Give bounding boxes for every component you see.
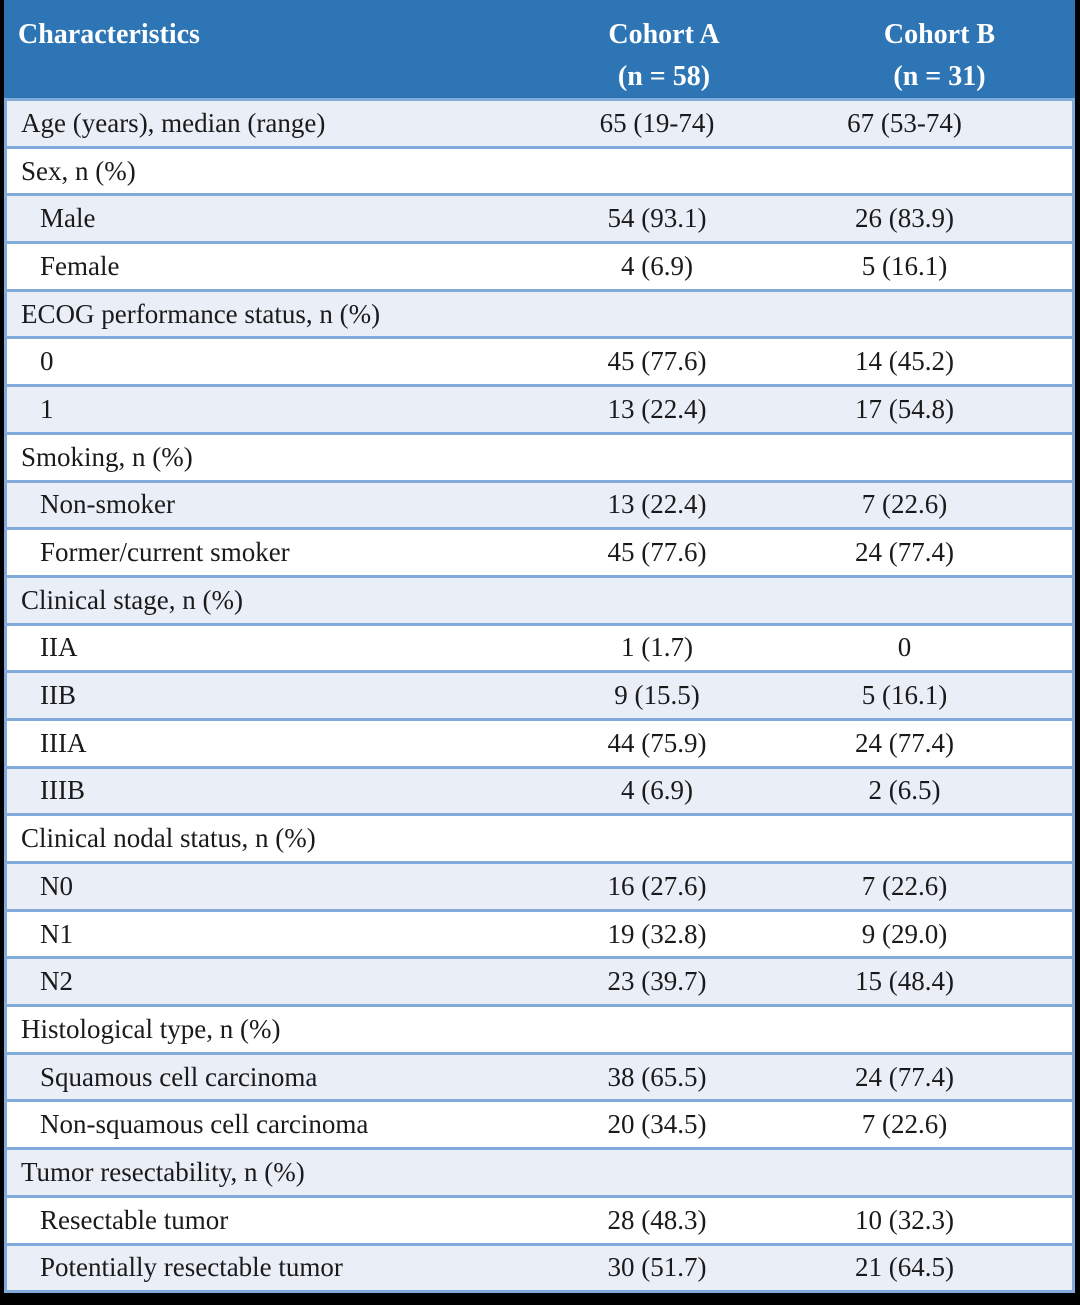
table-row: Squamous cell carcinoma 38 (65.5) 24 (77.4… (7, 1051, 1072, 1100)
cohort-b-value: 14 (45.2) (855, 346, 954, 377)
table-row: IIB 9 (15.5) 5 (16.1) (7, 670, 1072, 718)
table-row: 1 13 (22.4) 17 (54.8) (7, 384, 1072, 432)
row-label: Former/current smoker (40, 537, 290, 568)
row-label: 0 (40, 346, 54, 377)
cohort-a-value: 1 (1.7) (621, 632, 693, 663)
cohort-b-value: 24 (77.4) (855, 1061, 954, 1092)
row-label: ECOG performance status, n (%) (21, 298, 381, 329)
cohort-a-title: Cohort A (608, 19, 720, 50)
cohort-a-value: 4 (6.9) (621, 250, 693, 281)
table-row: Histological type, n (%) (7, 1004, 1072, 1052)
cohort-a-value: 28 (48.3) (607, 1204, 707, 1235)
table-row: Age (years), median (range) 65 (19-74) 67 … (7, 98, 1072, 146)
row-label: Resectable tumor (40, 1204, 229, 1235)
row-label: IIB (40, 680, 76, 711)
cohort-a-value: 30 (51.7) (607, 1252, 707, 1283)
cohort-b-value: 24 (77.4) (855, 727, 954, 758)
row-label: Clinical stage, n (%) (21, 584, 243, 615)
row-label: Age (years), median (range) (21, 107, 326, 138)
column-header-cohort-a: Cohort A (n = 58) (524, 0, 804, 98)
table-header-row: Characteristics Cohort A (n = 58) Cohort… (4, 0, 1075, 98)
cohort-a-value: 13 (22.4) (607, 489, 707, 520)
table-row: Clinical nodal status, n (%) (7, 813, 1072, 861)
row-label: Clinical nodal status, n (%) (21, 823, 316, 854)
cohort-a-value: 38 (65.5) (607, 1061, 707, 1092)
cohort-a-sample-size: (n = 58) (617, 61, 711, 92)
row-label: N1 (40, 918, 73, 949)
cohort-b-value: 24 (77.4) (855, 537, 954, 568)
table-row: N1 19 (32.8) 9 (29.0) (7, 908, 1072, 957)
table-row: Sex, n (%) (7, 145, 1072, 194)
row-label: IIIA (40, 727, 87, 758)
cohort-a-value: 4 (6.9) (621, 775, 693, 806)
cohort-a-value: 9 (15.5) (614, 680, 700, 711)
cohort-a-value: 23 (39.7) (607, 966, 707, 997)
table-row: Non-smoker 13 (22.4) 7 (22.6) (7, 479, 1072, 528)
table-body: Age (years), median (range) 65 (19-74) 67 … (4, 98, 1075, 1293)
row-label: IIIB (40, 775, 85, 806)
row-label: Non-smoker (40, 489, 175, 520)
row-label: Tumor resectability, n (%) (21, 1156, 305, 1187)
cohort-b-value: 7 (22.6) (861, 1109, 948, 1140)
table-row: N2 23 (39.7) 15 (48.4) (7, 956, 1072, 1005)
table-row: Clinical stage, n (%) (7, 574, 1072, 623)
cohort-a-value: 16 (27.6) (607, 870, 707, 901)
cohort-a-value: 13 (22.4) (607, 393, 707, 424)
table-row: IIA 1 (1.7) 0 (7, 622, 1072, 671)
row-label: Smoking, n (%) (21, 441, 193, 472)
cohort-b-value: 5 (16.1) (861, 680, 948, 711)
cohort-a-value: 54 (93.1) (607, 203, 707, 234)
table-row: Smoking, n (%) (7, 431, 1072, 480)
cohort-a-value: 45 (77.6) (607, 346, 707, 377)
row-label: IIA (40, 632, 78, 663)
cohort-a-value: 19 (32.8) (607, 918, 707, 949)
cohort-b-value: 2 (6.5) (868, 775, 941, 806)
cohort-b-title: Cohort B (883, 19, 996, 50)
cohort-b-value: 21 (64.5) (855, 1252, 954, 1283)
column-header-characteristics: Characteristics (18, 19, 200, 50)
table-row: Tumor resectability, n (%) (7, 1147, 1072, 1195)
cohort-a-value: 45 (77.6) (607, 537, 707, 568)
cohort-b-value: 15 (48.4) (855, 966, 954, 997)
table-row: N0 16 (27.6) 7 (22.6) (7, 861, 1072, 909)
table-row: Former/current smoker 45 (77.6) 24 (77.4) (7, 527, 1072, 575)
row-label: Male (40, 203, 96, 234)
row-label: Potentially resectable tumor (40, 1252, 343, 1283)
cohort-a-value: 20 (34.5) (607, 1109, 707, 1140)
table-row: IIIB 4 (6.9) 2 (6.5) (7, 765, 1072, 814)
table-row: Male 54 (93.1) 26 (83.9) (7, 193, 1072, 242)
column-header-cohort-b: Cohort B (n = 31) (804, 0, 1075, 98)
cohort-b-value: 5 (16.1) (861, 250, 948, 281)
cohort-b-value: 26 (83.9) (855, 203, 954, 234)
cohort-b-value: 7 (22.6) (861, 489, 948, 520)
cohort-a-value: 65 (19-74) (599, 107, 715, 138)
table-row: Female 4 (6.9) 5 (16.1) (7, 241, 1072, 289)
row-label: Non-squamous cell carcinoma (40, 1109, 369, 1140)
cohort-b-value: 67 (53-74) (847, 107, 962, 138)
cohort-b-value: 10 (32.3) (855, 1204, 954, 1235)
row-label: N2 (40, 966, 73, 997)
row-label: Sex, n (%) (21, 155, 136, 186)
table-row: Potentially resectable tumor 30 (51.7) 21 … (7, 1242, 1072, 1291)
cohort-b-sample-size: (n = 31) (893, 61, 986, 92)
characteristics-table: Characteristics Cohort A (n = 58) Cohort… (4, 0, 1075, 1293)
cohort-b-value: 17 (54.8) (855, 393, 954, 424)
cohort-b-value: 0 (897, 632, 912, 663)
table-row: ECOG performance status, n (%) (7, 288, 1072, 337)
row-label: 1 (40, 393, 54, 424)
table-row: IIIA 44 (75.9) 24 (77.4) (7, 717, 1072, 766)
row-label: N0 (40, 870, 73, 901)
row-label: Female (40, 250, 120, 281)
table-row: 0 45 (77.6) 14 (45.2) (7, 336, 1072, 385)
row-label: Squamous cell carcinoma (40, 1061, 318, 1092)
cohort-b-value: 7 (22.6) (861, 870, 948, 901)
table-row: Non-squamous cell carcinoma 20 (34.5) 7 (2… (7, 1099, 1072, 1148)
table-row: Resectable tumor 28 (48.3) 10 (32.3) (7, 1194, 1072, 1243)
cohort-a-value: 44 (75.9) (607, 727, 707, 758)
row-label: Histological type, n (%) (21, 1013, 281, 1044)
cohort-b-value: 9 (29.0) (861, 918, 948, 949)
